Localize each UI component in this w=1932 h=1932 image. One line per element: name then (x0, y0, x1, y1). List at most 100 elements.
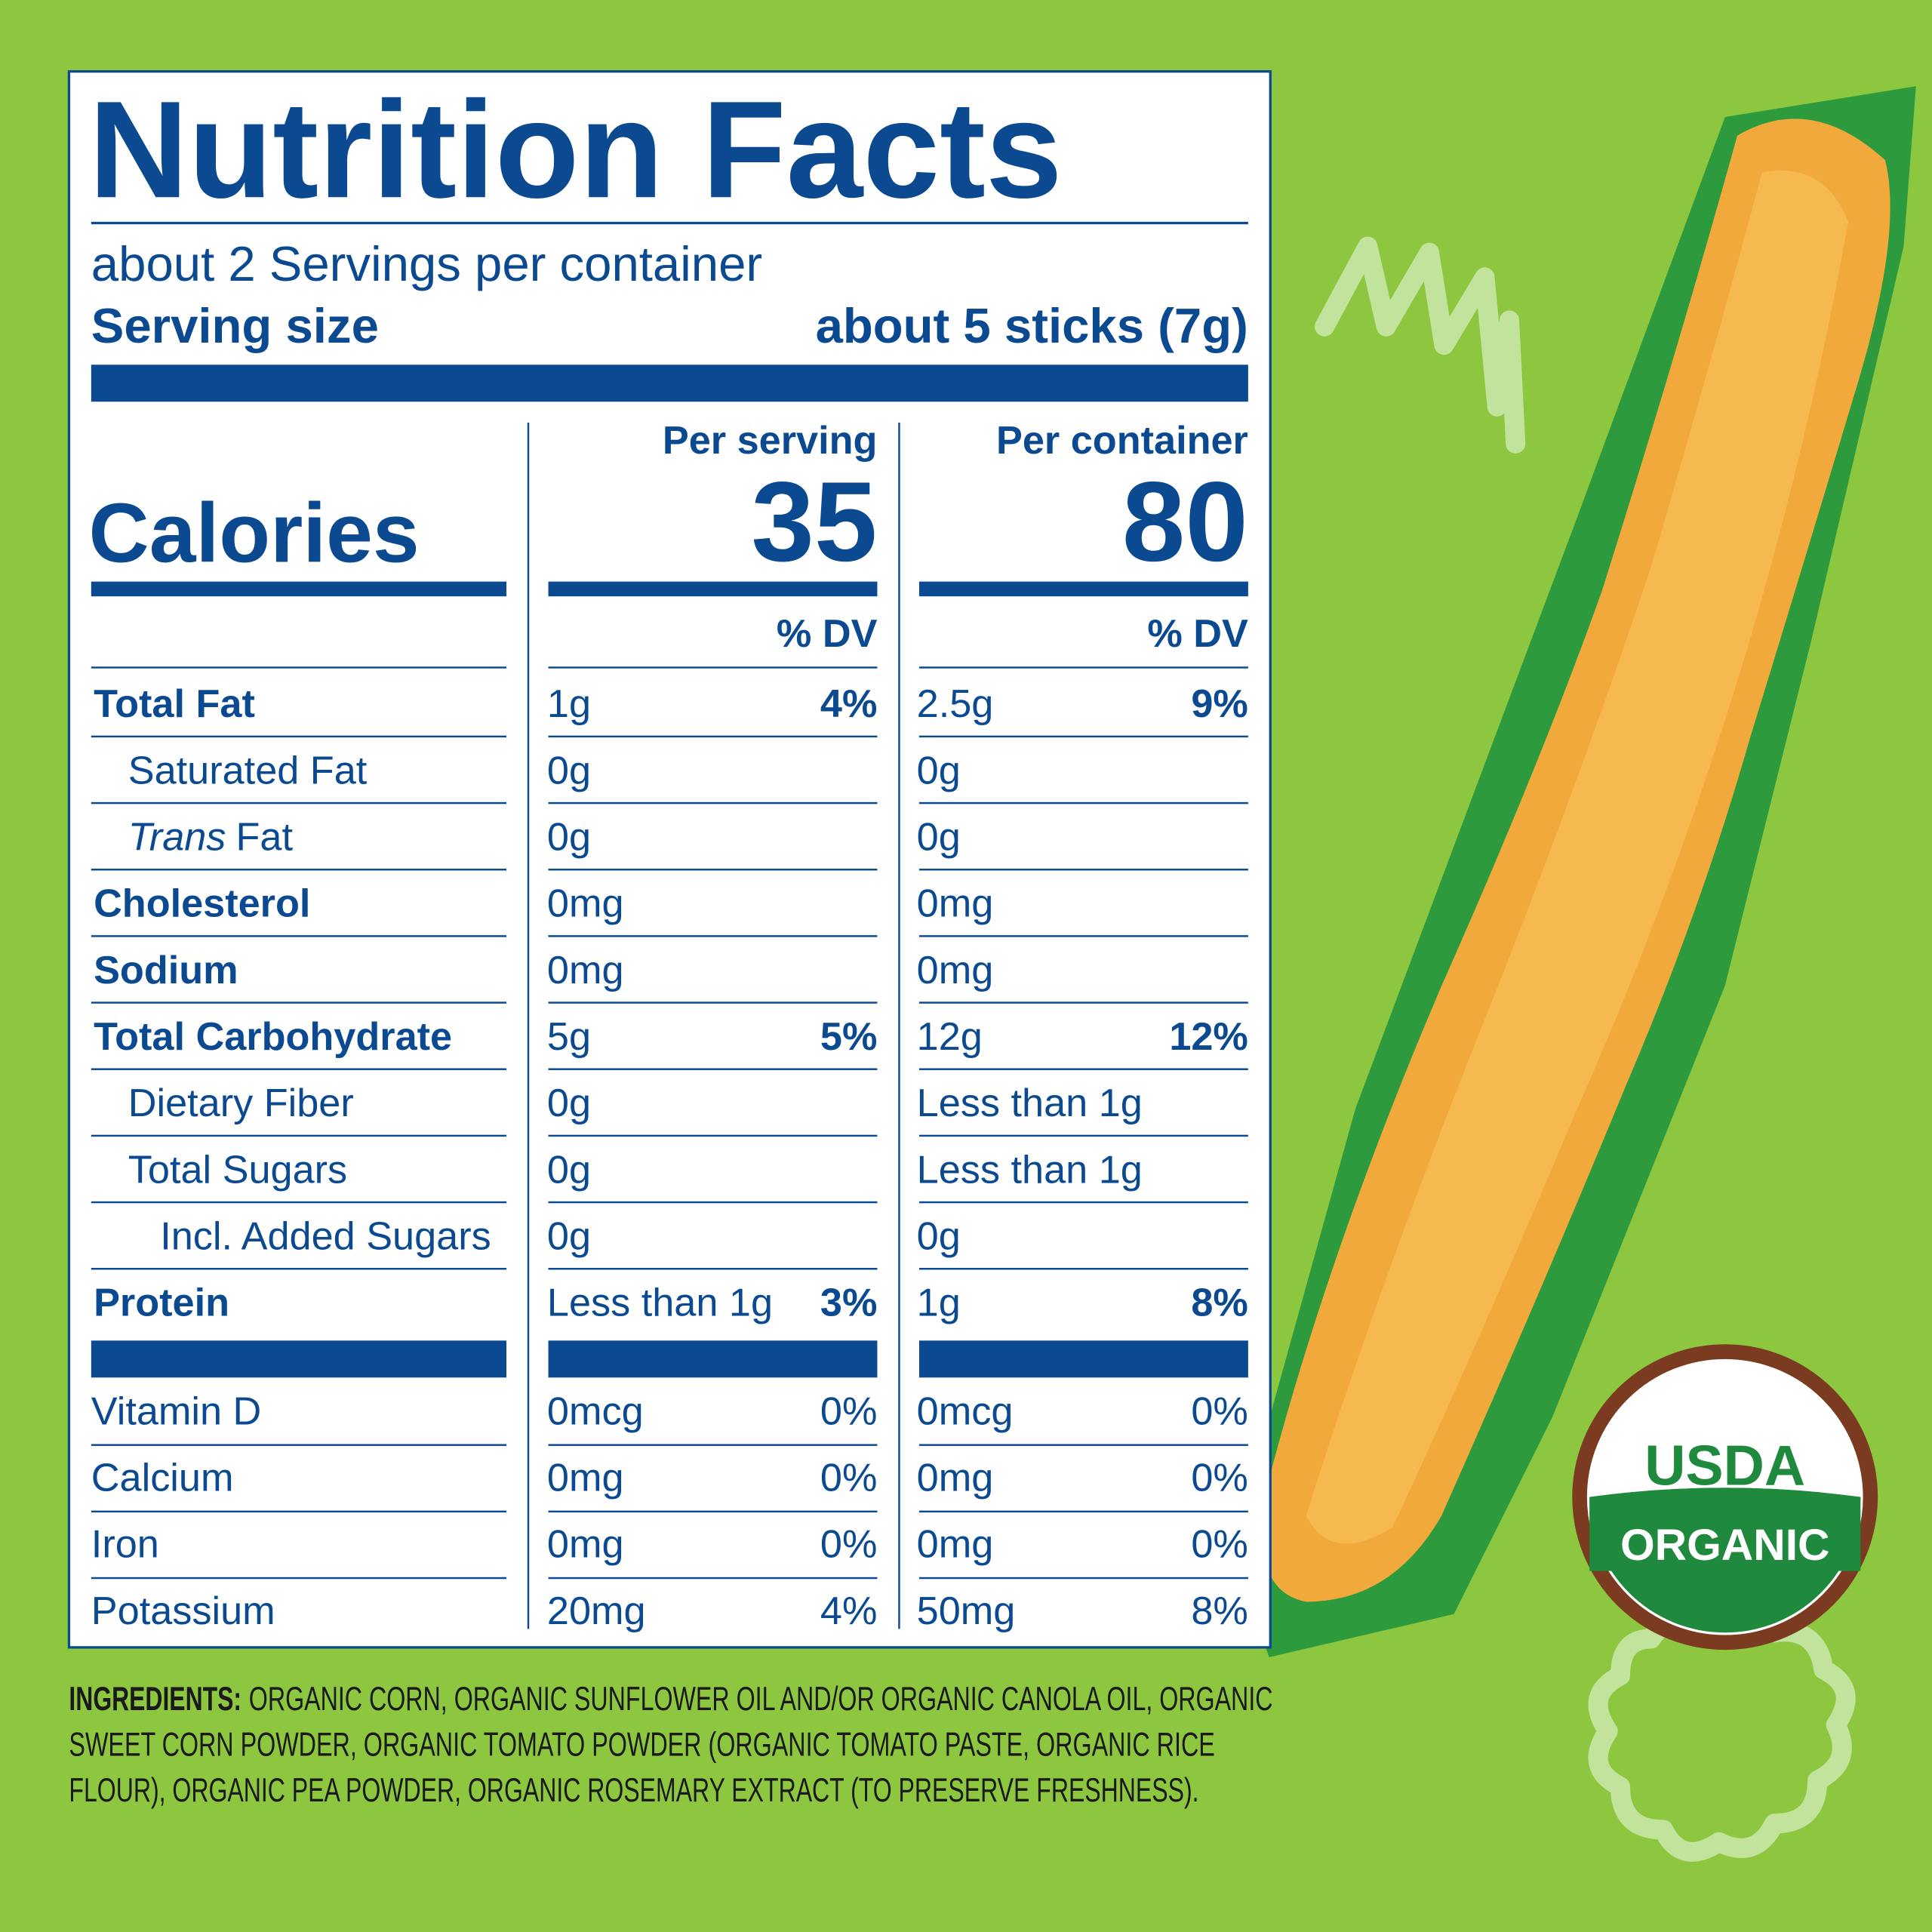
amount: 0mg (917, 882, 994, 926)
row-rule (548, 1001, 878, 1004)
daily-value: 8% (1191, 1281, 1248, 1325)
amount: Less than 1g (917, 1148, 1143, 1192)
bar (548, 581, 878, 597)
row-rule (918, 735, 1248, 738)
daily-value: 12% (1169, 1015, 1248, 1059)
row-rule (548, 1201, 878, 1204)
daily-value: 0% (1191, 1457, 1248, 1500)
row-rule (91, 1268, 507, 1270)
row-label-text: Fat (236, 816, 294, 860)
row-rule (548, 869, 878, 871)
amount: 0mg (547, 949, 624, 992)
ingredients: INGREDIENTS: (69, 1681, 242, 1718)
column-divider (527, 423, 530, 1629)
amount: 20mg (547, 1589, 646, 1633)
row-label: Total Carbohydrate (94, 1015, 452, 1059)
row-rule (91, 1577, 507, 1580)
row-rule (918, 666, 1248, 669)
row-rule (918, 869, 1248, 871)
row-label: Potassium (91, 1589, 275, 1633)
amount: 50mg (917, 1589, 1016, 1633)
row-label: Protein (94, 1281, 229, 1325)
ingredients-label: INGREDIENTS: (69, 1681, 242, 1718)
ingredients-line: FLOUR), ORGANIC PEA POWDER, ORGANIC ROSE… (69, 1772, 1198, 1809)
title: Nutrition Facts (89, 72, 1063, 226)
amount: 0g (917, 1215, 961, 1259)
row-rule (91, 1510, 507, 1513)
bar (91, 581, 507, 597)
row-rule (548, 666, 878, 669)
row-label: Saturated Fat (128, 749, 368, 792)
row-rule (548, 1268, 878, 1270)
bar (91, 1340, 507, 1378)
calories-value: 35 (751, 458, 877, 585)
amount: 0mg (917, 1523, 994, 1567)
servings: about 2 Servings per container (91, 236, 762, 291)
row-rule (918, 801, 1248, 804)
daily-value: 0% (1191, 1523, 1248, 1567)
row-rule (548, 1510, 878, 1513)
stick-highlight (1306, 170, 1848, 1544)
row-rule (918, 1577, 1248, 1580)
thick-bar (91, 365, 1248, 402)
amount: 0mcg (547, 1389, 644, 1433)
row-rule (91, 801, 507, 804)
row-rule (91, 1444, 507, 1446)
amount: Less than 1g (547, 1281, 773, 1325)
daily-value: 4% (820, 682, 878, 726)
daily-value: 0% (820, 1523, 878, 1567)
bar (918, 581, 1248, 597)
row-rule (548, 735, 878, 738)
row-rule (918, 1268, 1248, 1270)
amount: 0g (917, 749, 961, 792)
row-rule (91, 1068, 507, 1070)
row-rule (918, 1444, 1248, 1446)
amount: 0mcg (917, 1389, 1014, 1433)
column-divider (898, 423, 900, 1629)
seal-top: USDA (1644, 1433, 1805, 1497)
row-rule (918, 1134, 1248, 1137)
ingredients-line: SWEET CORN POWDER, ORGANIC TOMATO POWDER… (69, 1727, 1214, 1764)
row-rule (548, 935, 878, 937)
row-rule (918, 1510, 1248, 1513)
rule (91, 221, 1248, 225)
row-rule (91, 1134, 507, 1137)
amount: 0mg (547, 882, 624, 926)
row-rule (91, 666, 507, 669)
amount: 0mg (547, 1523, 624, 1567)
row-label: Total Sugars (128, 1148, 347, 1192)
amount: 0g (547, 816, 591, 860)
row-rule (91, 869, 507, 871)
label-panel (67, 70, 1272, 1649)
serving-size-value: about 5 sticks (7g) (816, 298, 1248, 353)
row-rule (918, 1001, 1248, 1004)
row-rule (548, 1444, 878, 1446)
daily-value: 4% (820, 1589, 878, 1633)
daily-value: 8% (1191, 1589, 1248, 1633)
amount: 0mg (917, 1457, 994, 1500)
column-heading: Per container (996, 419, 1248, 463)
daily-value: 5% (820, 1015, 878, 1059)
row-rule (918, 935, 1248, 937)
squiggle (1315, 236, 1526, 454)
row-rule (91, 735, 507, 738)
row-label: Vitamin D (91, 1389, 261, 1433)
row-label: Calcium (91, 1457, 234, 1500)
amount: 0g (547, 1148, 591, 1192)
column-heading: Per serving (663, 419, 878, 463)
amount: 2.5g (917, 682, 994, 726)
seal-green-band (1589, 1487, 1861, 1571)
row-rule (91, 935, 507, 937)
calories-label: Calories (89, 485, 420, 580)
row-label: Sodium (94, 949, 238, 992)
amount: 1g (547, 682, 591, 726)
daily-value: 0% (820, 1389, 878, 1433)
row-label: Incl. Added Sugars (160, 1215, 491, 1259)
daily-value: 0% (1191, 1389, 1248, 1433)
bar (918, 1340, 1248, 1378)
row-label-italic: Trans (128, 816, 226, 860)
row-label: Iron (91, 1523, 159, 1567)
amount: Less than 1g (917, 1081, 1143, 1125)
